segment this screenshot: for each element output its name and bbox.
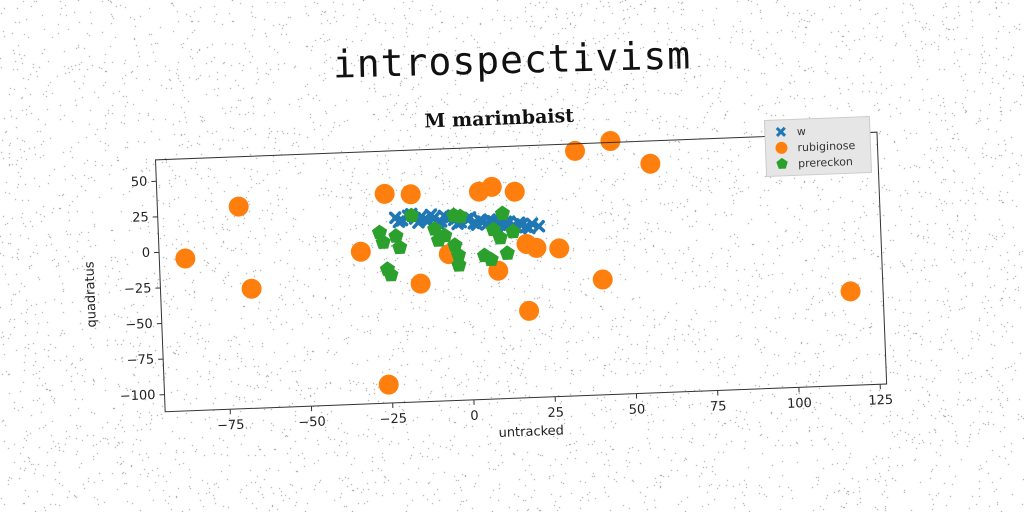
data-point [241, 278, 262, 299]
x-tick-label: 50 [628, 402, 645, 418]
data-point [427, 220, 443, 236]
legend-box [763, 115, 873, 177]
data-point [499, 245, 515, 260]
data-point [446, 207, 462, 223]
data-point [592, 269, 613, 290]
data-point [403, 207, 420, 223]
data-point [392, 239, 408, 255]
y-tick-label: −100 [120, 388, 156, 404]
x-tick-label: 100 [787, 396, 812, 412]
data-point [640, 153, 661, 174]
x-tick-label: −25 [379, 411, 407, 427]
data-point [483, 251, 499, 267]
data-point [437, 227, 453, 243]
data-point [519, 300, 540, 321]
data-point [516, 217, 529, 231]
data-point [504, 181, 525, 202]
x-tick-label: 0 [470, 409, 479, 424]
data-point [481, 176, 502, 197]
y-tick-label: 0 [142, 246, 151, 261]
data-point [492, 229, 508, 245]
legend-marker [775, 141, 788, 154]
y-tick-label: −75 [126, 352, 154, 368]
data-point [494, 205, 511, 221]
x-tick-label: −50 [298, 415, 326, 431]
data-point [392, 215, 406, 229]
series-rubiginose [175, 131, 861, 395]
data-point [565, 140, 586, 161]
data-point [378, 374, 399, 395]
x-tick-label: 125 [868, 393, 893, 409]
data-point [410, 273, 431, 294]
data-point [505, 223, 521, 239]
y-tick-label: −25 [124, 281, 152, 297]
data-point [383, 266, 399, 282]
x-tick-label: −75 [217, 418, 245, 434]
data-point [840, 281, 861, 302]
data-point [476, 214, 490, 228]
legend-label: rubiginose [797, 139, 855, 154]
data-marks [175, 131, 861, 395]
data-point [350, 241, 371, 262]
legend-marker [776, 157, 788, 169]
x-tick-label: 75 [710, 399, 727, 415]
y-axis-ticks: 50 25 0 −25 −50 −75 −100 [120, 175, 165, 404]
y-axis-label: quadratus [82, 261, 100, 328]
data-point [175, 248, 196, 269]
legend-label: prereckon [798, 155, 853, 170]
data-point [451, 257, 467, 272]
legend-label: w [797, 125, 806, 138]
data-point [549, 238, 570, 259]
y-tick-label: 25 [132, 210, 149, 226]
data-point [228, 196, 249, 217]
plot-group: M marimbaist −75 −50 −25 0 25 50 75 100 125 50 25… [82, 105, 893, 441]
legend-marker [775, 126, 787, 138]
data-point [418, 212, 432, 226]
chart-title: M marimbaist [424, 105, 575, 133]
x-axis-label: untracked [498, 423, 564, 440]
y-tick-label: −50 [125, 317, 153, 333]
data-point [375, 234, 391, 250]
data-point [450, 247, 467, 262]
y-tick-label: 50 [131, 175, 148, 191]
data-point [532, 219, 546, 233]
x-axis-ticks: −75 −50 −25 0 25 50 75 100 125 [217, 384, 893, 434]
series-prereckon [371, 205, 521, 282]
plot-frame [154, 131, 888, 413]
data-point [600, 131, 621, 152]
data-point [374, 183, 395, 204]
data-point [388, 228, 404, 243]
data-point [400, 184, 421, 205]
x-tick-label: 25 [547, 405, 564, 421]
data-point [526, 237, 547, 258]
